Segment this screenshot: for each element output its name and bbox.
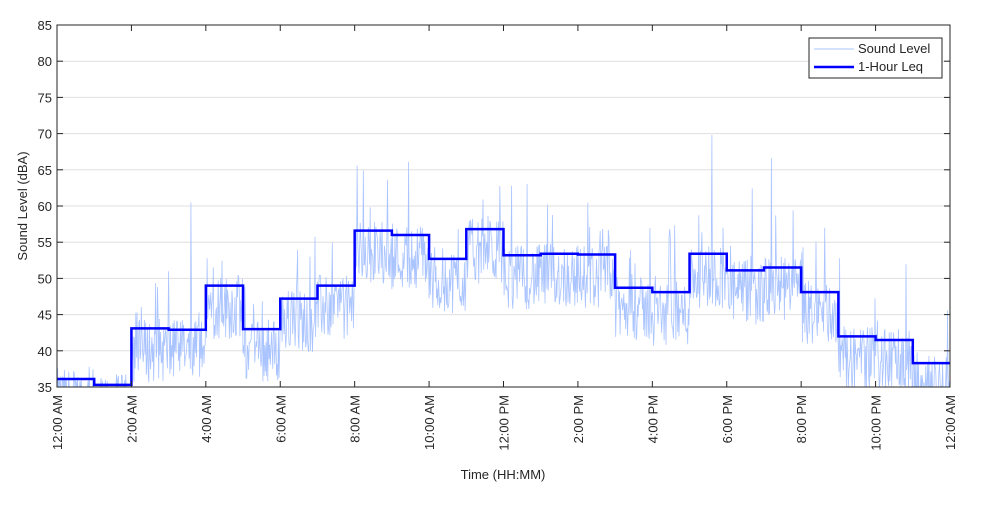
y-axis-label: Sound Level (dBA) xyxy=(15,151,30,260)
y-tick-label: 35 xyxy=(38,380,52,395)
x-tick-label: 8:00 PM xyxy=(794,395,809,443)
x-tick-label: 10:00 AM xyxy=(422,395,437,450)
y-tick-label: 85 xyxy=(38,18,52,33)
x-tick-label: 12:00 PM xyxy=(497,395,512,451)
legend-label-sound-level: Sound Level xyxy=(858,41,930,56)
x-tick-label: 4:00 PM xyxy=(645,395,660,443)
x-axis-label: Time (HH:MM) xyxy=(461,467,546,482)
x-tick-label: 12:00 AM xyxy=(943,395,958,450)
legend-label-leq: 1-Hour Leq xyxy=(858,59,923,74)
leq-step-line xyxy=(57,227,950,387)
x-tick-label: 6:00 PM xyxy=(720,395,735,443)
x-tick-label: 6:00 AM xyxy=(273,395,288,443)
y-tick-label: 45 xyxy=(38,308,52,323)
x-tick-label: 2:00 AM xyxy=(124,395,139,443)
x-tick-label: 8:00 AM xyxy=(348,395,363,443)
legend: Sound Level 1-Hour Leq xyxy=(808,37,943,79)
x-tick-label: 2:00 PM xyxy=(571,395,586,443)
x-tick-label: 4:00 AM xyxy=(199,395,214,443)
y-tick-label: 65 xyxy=(38,163,52,178)
y-tick-label: 55 xyxy=(38,235,52,250)
y-tick-label: 80 xyxy=(38,54,52,69)
x-tick-label: 10:00 PM xyxy=(869,395,884,451)
y-tick-label: 60 xyxy=(38,199,52,214)
x-tick-label: 12:00 AM xyxy=(50,395,65,450)
y-tick-label: 40 xyxy=(38,344,52,359)
y-tick-label: 50 xyxy=(38,271,52,286)
y-tick-label: 70 xyxy=(38,127,52,142)
y-tick-label: 75 xyxy=(38,90,52,105)
